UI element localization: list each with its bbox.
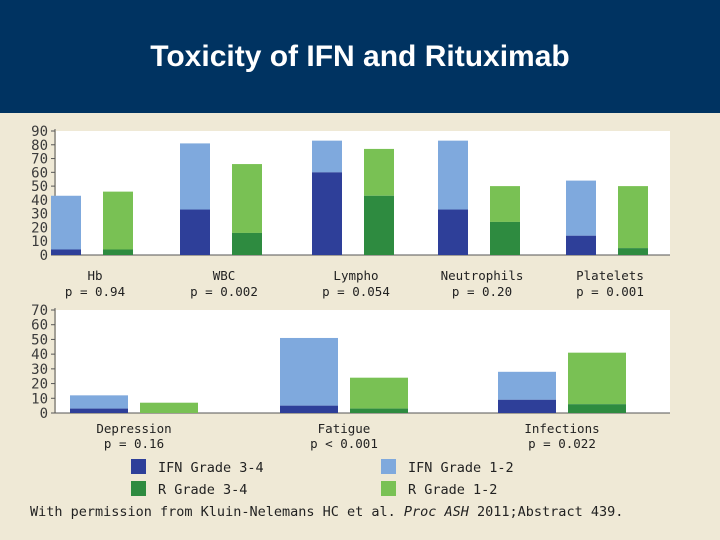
- bar-lympho-r-grade-3-4: [364, 195, 394, 255]
- bar-platelets-r-grade-1-2: [618, 186, 648, 249]
- category-label-lympho: Lympho: [333, 268, 378, 283]
- bar-hb-ifn-grade-3-4: [51, 249, 81, 255]
- chart-1-y-tick-label: 90: [31, 124, 48, 140]
- bar-lympho-r-grade-1-2: [364, 148, 394, 196]
- p-value-depression: p = 0.16: [104, 436, 164, 451]
- legend-label-r-grade-1-2: R Grade 1-2: [408, 482, 497, 498]
- p-value-fatigue: p < 0.001: [310, 436, 378, 451]
- p-value-wbc: p = 0.002: [190, 284, 258, 299]
- category-label-platelets: Platelets: [576, 268, 644, 283]
- bar-hb-r-grade-1-2: [103, 191, 133, 250]
- chart-1-y-tick-label: 10: [31, 234, 48, 250]
- title-banner: [0, 0, 720, 113]
- chart-1-y-tick-label: 30: [31, 207, 48, 223]
- chart-1-y-tick-label: 50: [31, 179, 48, 195]
- bar-fatigue-r-grade-1-2: [350, 377, 408, 409]
- chart-1-y-tick-label: 20: [31, 220, 48, 236]
- chart-2-y-tick-label: 20: [31, 377, 48, 393]
- slide-title: Toxicity of IFN and Rituximab: [150, 40, 570, 73]
- category-label-wbc: WBC: [213, 268, 236, 283]
- bar-infections-r-grade-3-4: [568, 404, 626, 413]
- citation-prefix: With permission from Kluin-Nelemans HC e…: [30, 504, 404, 520]
- chart-1-y-tick-label: 60: [31, 165, 48, 181]
- category-label-fatigue: Fatigue: [318, 421, 371, 436]
- legend-swatch-r-grade-3-4: [131, 481, 146, 496]
- bar-platelets-ifn-grade-1-2: [566, 180, 596, 236]
- p-value-lympho: p = 0.054: [322, 284, 390, 299]
- bar-neutrophils-r-grade-1-2: [490, 186, 520, 222]
- chart-1-y-tick-label: 80: [31, 138, 48, 154]
- bar-wbc-ifn-grade-1-2: [180, 143, 210, 210]
- legend-label-r-grade-3-4: R Grade 3-4: [158, 482, 247, 498]
- bar-fatigue-ifn-grade-3-4: [280, 405, 338, 413]
- bar-lympho-ifn-grade-1-2: [312, 140, 342, 173]
- legend-swatch-ifn-grade-3-4: [131, 459, 146, 474]
- bar-hb-ifn-grade-1-2: [51, 195, 81, 250]
- bar-infections-r-grade-1-2: [568, 352, 626, 405]
- chart-1-y-tick-label: 0: [40, 248, 48, 264]
- bar-platelets-r-grade-3-4: [618, 248, 648, 255]
- bar-depression-r-grade-1-2: [140, 402, 198, 413]
- chart-1-y-tick-label: 70: [31, 152, 48, 168]
- chart-2-y-tick-label: 60: [31, 318, 48, 334]
- category-label-neutrophils: Neutrophils: [441, 268, 524, 283]
- bar-neutrophils-ifn-grade-3-4: [438, 209, 468, 255]
- chart-2-y-tick-label: 0: [40, 406, 48, 422]
- citation: With permission from Kluin-Nelemans HC e…: [30, 504, 623, 520]
- bar-lympho-ifn-grade-3-4: [312, 172, 342, 255]
- bar-wbc-r-grade-1-2: [232, 164, 262, 233]
- p-value-neutrophils: p = 0.20: [452, 284, 512, 299]
- citation-suffix: 2011;Abstract 439.: [468, 504, 624, 520]
- p-value-hb: p = 0.94: [65, 284, 125, 299]
- chart-2-y-tick-label: 10: [31, 391, 48, 407]
- chart-2-y-tick-label: 50: [31, 332, 48, 348]
- p-value-infections: p = 0.022: [528, 436, 596, 451]
- citation-journal: Proc ASH: [403, 504, 469, 520]
- legend-swatch-ifn-grade-1-2: [381, 459, 396, 474]
- category-label-infections: Infections: [524, 421, 599, 436]
- p-value-platelets: p = 0.001: [576, 284, 644, 299]
- chart-1-y-tick-label: 40: [31, 193, 48, 209]
- legend-swatch-r-grade-1-2: [381, 481, 396, 496]
- chart-2-y-tick-label: 40: [31, 347, 48, 363]
- bar-infections-ifn-grade-1-2: [498, 371, 556, 400]
- bar-fatigue-r-grade-3-4: [350, 408, 408, 413]
- bar-depression-ifn-grade-3-4: [70, 408, 128, 413]
- bar-neutrophils-r-grade-3-4: [490, 221, 520, 255]
- legend-label-ifn-grade-1-2: IFN Grade 1-2: [408, 460, 514, 476]
- bar-neutrophils-ifn-grade-1-2: [438, 140, 468, 210]
- category-label-hb: Hb: [87, 268, 102, 283]
- bar-infections-ifn-grade-3-4: [498, 399, 556, 413]
- bar-depression-ifn-grade-1-2: [70, 395, 128, 409]
- bar-wbc-ifn-grade-3-4: [180, 209, 210, 255]
- bar-hb-r-grade-3-4: [103, 249, 133, 255]
- bar-platelets-ifn-grade-3-4: [566, 235, 596, 255]
- bar-fatigue-ifn-grade-1-2: [280, 337, 338, 406]
- category-label-depression: Depression: [96, 421, 171, 436]
- chart-2-y-tick-label: 30: [31, 362, 48, 378]
- legend-label-ifn-grade-3-4: IFN Grade 3-4: [158, 460, 264, 476]
- chart-2-y-tick-label: 70: [31, 303, 48, 319]
- bar-wbc-r-grade-3-4: [232, 232, 262, 255]
